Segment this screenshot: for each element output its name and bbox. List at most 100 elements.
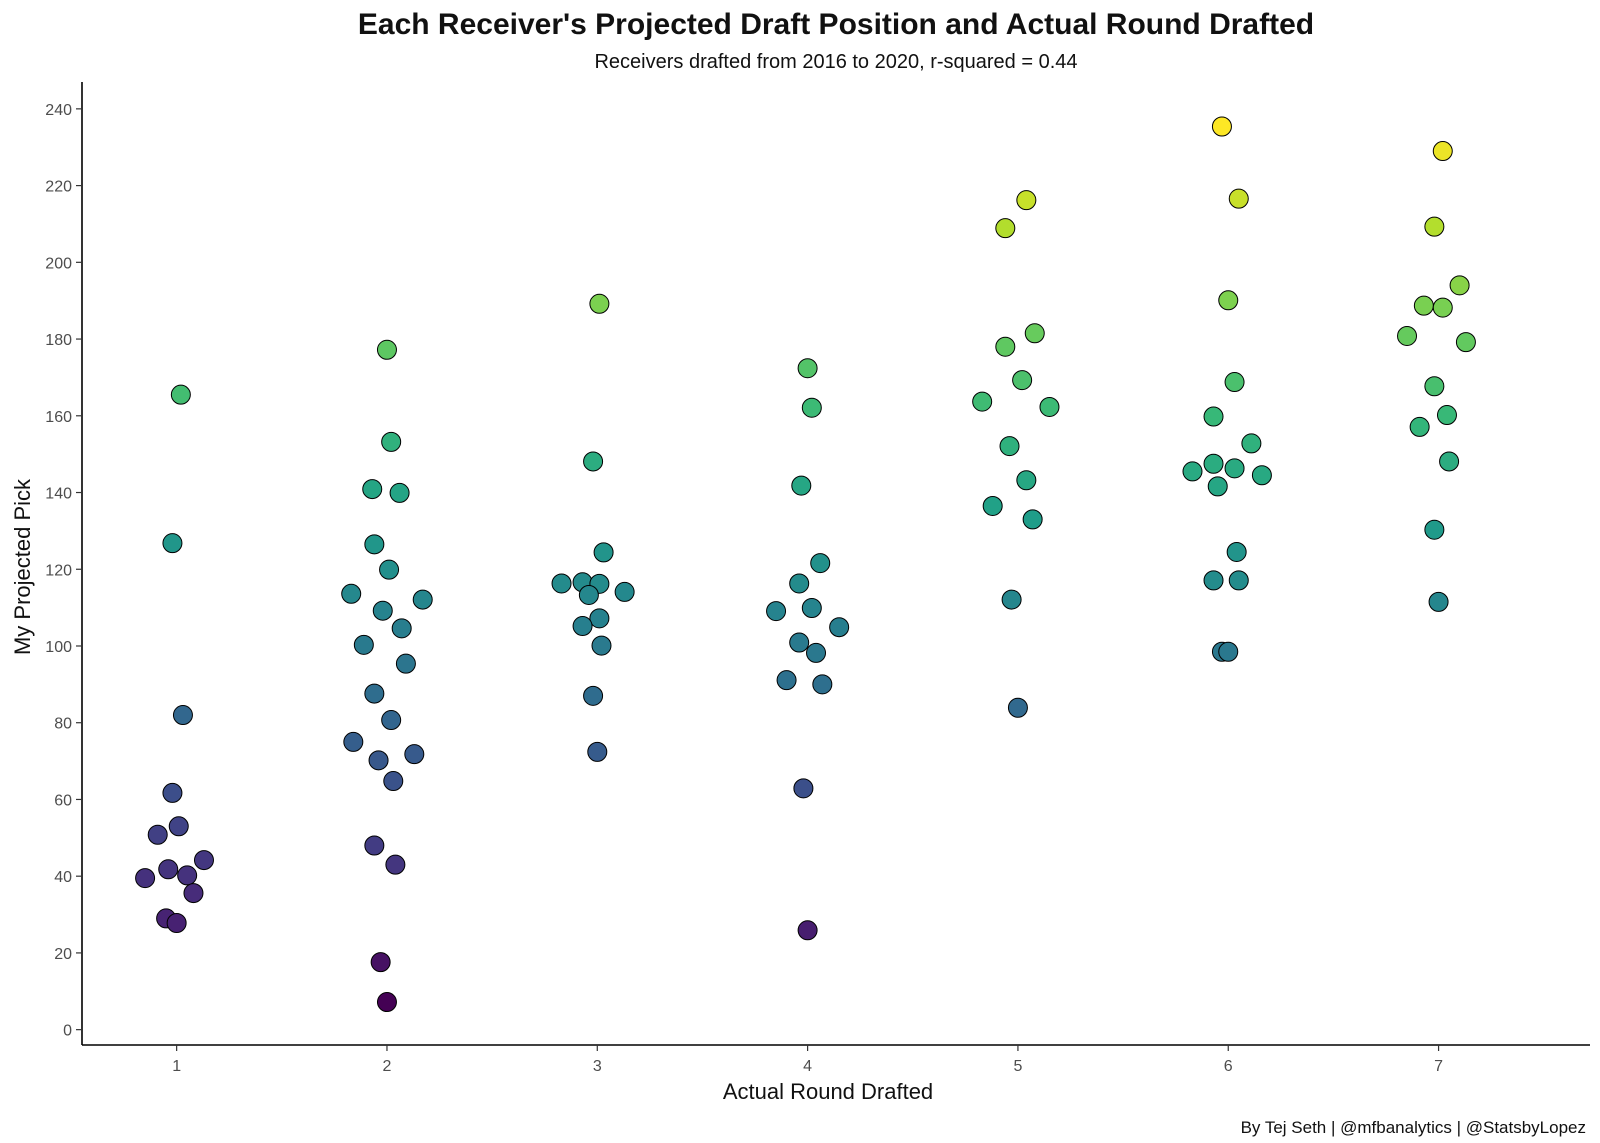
data-point: [1432, 297, 1453, 318]
data-point: [587, 741, 608, 762]
data-point: [1207, 476, 1228, 497]
x-tick-label: 5: [1013, 1058, 1022, 1075]
data-point: [1001, 589, 1022, 610]
data-point: [972, 391, 993, 412]
chart-caption: By Tej Seth | @mfbanalytics | @StatsbyLo…: [1241, 1118, 1586, 1137]
data-point: [591, 635, 612, 656]
data-point: [797, 358, 818, 379]
data-point: [1397, 325, 1418, 346]
y-axis: 0 20 40 60 80 100 120 140 160 180 200 220 240: [45, 82, 83, 1045]
y-tick-label: 120: [45, 562, 72, 579]
data-point: [1024, 323, 1045, 344]
data-point: [1039, 396, 1060, 417]
data-point: [368, 750, 389, 771]
data-point: [766, 601, 787, 622]
data-point: [1241, 433, 1262, 454]
chart-subtitle: Receivers drafted from 2016 to 2020, r-s…: [594, 51, 1077, 73]
data-point: [1424, 519, 1445, 540]
data-point: [999, 436, 1020, 457]
plot-area: [135, 116, 1476, 1013]
data-point: [982, 495, 1003, 516]
data-point: [1007, 697, 1028, 718]
data-point: [1228, 188, 1249, 209]
data-point: [589, 608, 610, 629]
data-point: [551, 573, 572, 594]
chart-title: Each Receiver's Projected Draft Position…: [358, 8, 1314, 41]
data-point: [1224, 458, 1245, 479]
data-point: [395, 653, 416, 674]
data-point: [412, 589, 433, 610]
data-point: [776, 670, 797, 691]
data-point: [1203, 570, 1224, 591]
data-point: [381, 710, 402, 731]
data-point: [789, 573, 810, 594]
data-point: [383, 771, 404, 792]
y-tick-label: 180: [45, 332, 72, 349]
data-point: [162, 782, 183, 803]
data-point: [404, 744, 425, 765]
data-point: [1012, 370, 1033, 391]
points-layer: [135, 116, 1476, 1013]
data-point: [995, 336, 1016, 357]
x-tick-label: 4: [803, 1058, 812, 1075]
data-point: [1022, 509, 1043, 530]
x-tick-label: 1: [172, 1058, 181, 1075]
data-point: [589, 293, 610, 314]
y-tick-label: 200: [45, 255, 72, 272]
data-point: [1424, 216, 1445, 237]
data-point: [1428, 591, 1449, 612]
data-point: [614, 581, 635, 602]
data-point: [1203, 406, 1224, 427]
data-point: [1432, 141, 1453, 162]
y-tick-label: 240: [45, 102, 72, 119]
y-tick-label: 100: [45, 639, 72, 656]
data-point: [1016, 470, 1037, 491]
y-tick-label: 20: [54, 946, 72, 963]
data-point: [364, 683, 385, 704]
data-point: [583, 451, 604, 472]
data-point: [1424, 376, 1445, 397]
data-point: [158, 859, 179, 880]
data-point: [1218, 641, 1239, 662]
data-point: [147, 824, 168, 845]
data-point: [170, 384, 191, 405]
data-point: [593, 542, 614, 563]
y-tick-label: 0: [63, 1023, 72, 1040]
data-point: [801, 598, 822, 619]
data-point: [168, 816, 189, 837]
data-point: [341, 583, 362, 604]
data-point: [376, 992, 397, 1013]
data-point: [791, 475, 812, 496]
data-point: [789, 632, 810, 653]
y-tick-label: 80: [54, 716, 72, 733]
data-point: [578, 584, 599, 605]
data-point: [1218, 290, 1239, 311]
data-point: [166, 912, 187, 933]
data-point: [797, 920, 818, 941]
data-point: [343, 731, 364, 752]
data-point: [353, 634, 374, 655]
data-point: [1211, 116, 1232, 137]
data-point: [364, 534, 385, 555]
data-point: [389, 482, 410, 503]
x-tick-label: 6: [1224, 1058, 1233, 1075]
data-point: [379, 559, 400, 580]
data-point: [1224, 372, 1245, 393]
data-point: [1251, 465, 1272, 486]
data-point: [183, 883, 204, 904]
data-point: [1436, 405, 1457, 426]
data-point: [177, 865, 198, 886]
data-point: [135, 868, 156, 889]
data-point: [995, 218, 1016, 239]
data-point: [381, 431, 402, 452]
data-point: [1203, 453, 1224, 474]
data-point: [172, 705, 193, 726]
data-point: [1409, 416, 1430, 437]
data-point: [370, 952, 391, 973]
data-point: [391, 618, 412, 639]
data-point: [1226, 541, 1247, 562]
data-point: [812, 674, 833, 695]
data-point: [793, 778, 814, 799]
data-point: [1228, 570, 1249, 591]
